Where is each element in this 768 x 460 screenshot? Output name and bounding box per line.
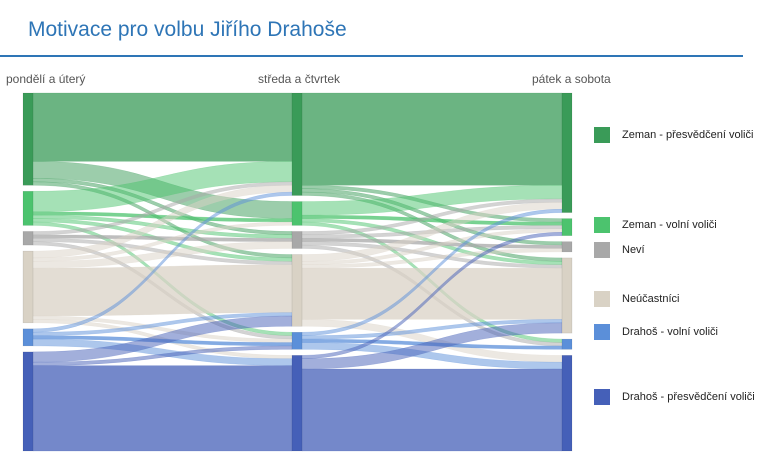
flow-1-zeman-presvedceni-volici-to-zeman-presvedceni-volici [301,92,563,186]
node-2-neucastnici [561,257,573,334]
legend-swatch [594,217,610,233]
node-2-nevi [561,241,573,253]
legend-swatch [594,324,610,340]
node-0-nevi [22,231,34,246]
flow-1-drahos-presvedceni-volici-to-zeman-volni-volici [301,231,563,360]
legend-label: Neví [622,244,645,256]
node-2-drahos-presvedceni-volici [561,355,573,452]
legend-item-zeman-presvedceni-volici: Zeman - přesvědčení voliči [594,126,753,144]
legend-item-nevi: Neví [594,241,645,259]
node-2-drahos-volni-volici [561,338,573,350]
legend-swatch [594,242,610,258]
node-1-nevi [291,231,303,249]
legend-label: Zeman - přesvědčení voliči [622,129,754,141]
title-divider [0,55,743,57]
flow-0-zeman-presvedceni-volici-to-zeman-presvedceni-volici [32,92,293,162]
legend-item-neucastnici: Neúčastníci [594,290,679,308]
legend-item-drahos-volni-volici: Drahoš - volní voliči [594,323,718,341]
flow-0-neucastnici-to-neucastnici [32,264,293,317]
flow-0-drahos-presvedceni-volici-to-drahos-presvedceni-volici [32,365,293,452]
node-0-zeman-volni-volici [22,191,34,226]
legend-swatch [594,127,610,143]
page-title: Motivace pro volbu Jiřího Drahoše [28,18,347,41]
legend-label: Neúčastníci [622,293,680,305]
node-1-zeman-volni-volici [291,201,303,226]
node-0-zeman-presvedceni-volici [22,92,34,186]
legend-swatch [594,291,610,307]
stage-label-2: pátek a sobota [532,72,611,86]
flow-1-drahos-presvedceni-volici-to-drahos-presvedceni-volici [301,368,563,452]
node-2-zeman-volni-volici [561,218,573,236]
node-1-drahos-volni-volici [291,332,303,350]
stage-label-1: středa a čtvrtek [258,72,341,86]
legend-item-drahos-presvedceni-volici: Drahoš - přesvědčení voliči [594,388,755,406]
legend-label: Zeman - volní voliči [622,219,717,231]
node-0-drahos-presvedceni-volici [22,351,34,452]
flow-0-neucastnici-to-zeman-volni-volici [32,221,293,262]
legend-label: Drahoš - volní voliči [622,326,718,338]
node-1-zeman-presvedceni-volici [291,92,303,196]
node-2-zeman-presvedceni-volici [561,92,573,213]
node-1-neucastnici [291,254,303,327]
flow-1-neucastnici-to-nevi [301,248,563,269]
node-1-drahos-presvedceni-volici [291,355,303,452]
legend-label: Drahoš - přesvědčení voliči [622,391,755,403]
node-0-neucastnici [22,250,34,324]
legend-swatch [594,389,610,405]
node-0-drahos-volni-volici [22,328,34,347]
legend-item-zeman-volni-volici: Zeman - volní voliči [594,216,717,234]
stage-label-0: pondělí a úterý [6,72,86,86]
